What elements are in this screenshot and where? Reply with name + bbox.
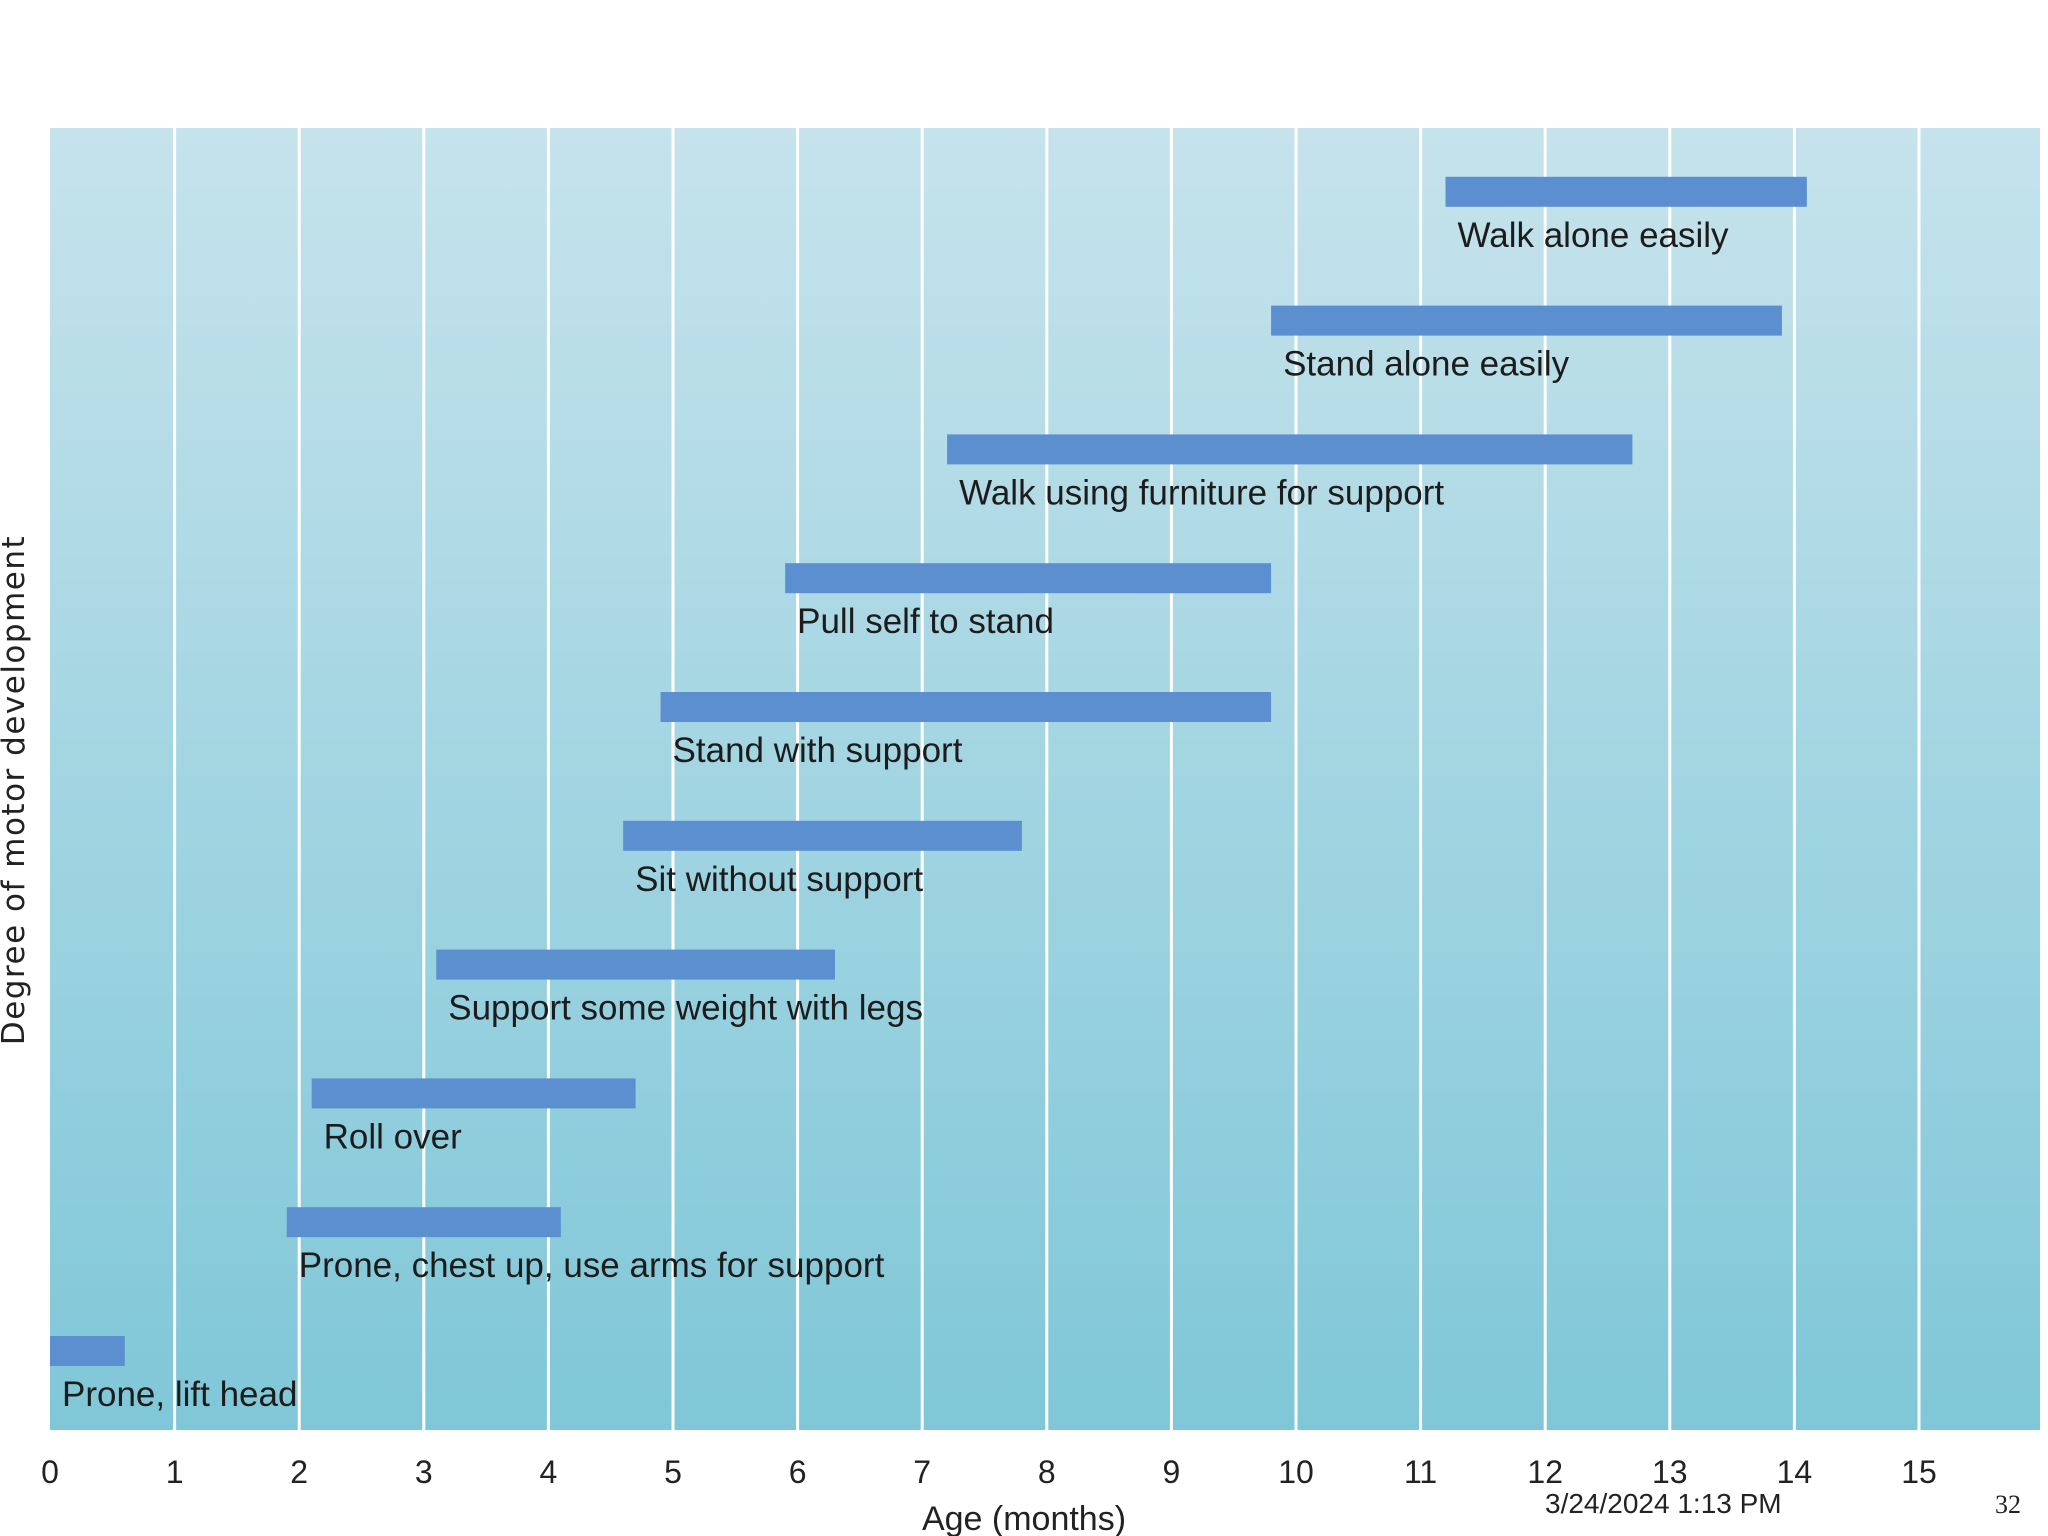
bar-label: Stand with support — [673, 731, 963, 770]
x-ticks: 0 1 2 3 4 5 6 7 8 9 10 11 12 13 14 15 — [41, 1454, 1937, 1490]
bar — [1271, 305, 1782, 336]
x-tick-label: 6 — [789, 1454, 807, 1490]
bar — [947, 434, 1633, 465]
x-tick-label: 10 — [1278, 1454, 1314, 1490]
x-axis-label: Age (months) — [922, 1500, 1126, 1536]
bar-label: Prone, chest up, use arms for support — [299, 1246, 885, 1285]
x-tick-label: 2 — [290, 1454, 308, 1490]
bar — [1445, 176, 1807, 207]
x-tick-label: 1 — [166, 1454, 184, 1490]
bar — [50, 1336, 125, 1366]
bars — [50, 176, 1807, 1366]
x-tick-label: 7 — [913, 1454, 931, 1490]
bar — [660, 692, 1272, 722]
footer-page-number: 32 — [1995, 1490, 2021, 1519]
bar-label: Pull self to stand — [797, 602, 1054, 641]
x-tick-label: 0 — [41, 1454, 59, 1490]
bar-label: Stand alone easily — [1283, 345, 1570, 384]
bar — [286, 1207, 561, 1238]
bar — [311, 1078, 636, 1109]
x-tick-label: 15 — [1901, 1454, 1937, 1490]
bar-label: Walk alone easily — [1458, 216, 1730, 255]
x-tick-label: 12 — [1527, 1454, 1563, 1490]
x-tick-label: 3 — [415, 1454, 433, 1490]
y-axis-label: Degree of motor development — [0, 535, 32, 1045]
bar — [623, 820, 1022, 851]
bar — [436, 949, 835, 980]
bar — [785, 563, 1272, 594]
footer-datetime: 3/24/2024 1:13 PM — [1545, 1488, 1782, 1519]
bar-labels: Prone, lift head Prone, chest up, use arm… — [62, 216, 1729, 1414]
x-tick-label: 5 — [664, 1454, 682, 1490]
gridlines — [173, 128, 1921, 1430]
bar-label: Walk using furniture for support — [959, 473, 1444, 512]
x-tick-label: 13 — [1652, 1454, 1688, 1490]
x-tick-label: 14 — [1777, 1454, 1813, 1490]
x-tick-label: 11 — [1404, 1454, 1437, 1490]
bar-label: Roll over — [324, 1117, 462, 1156]
bar-label: Support some weight with legs — [448, 989, 923, 1028]
bar-label: Prone, lift head — [62, 1375, 297, 1414]
x-tick-label: 9 — [1163, 1454, 1181, 1490]
x-tick-label: 8 — [1038, 1454, 1056, 1490]
bar-label: Sit without support — [635, 860, 923, 899]
x-tick-label: 4 — [540, 1454, 558, 1490]
